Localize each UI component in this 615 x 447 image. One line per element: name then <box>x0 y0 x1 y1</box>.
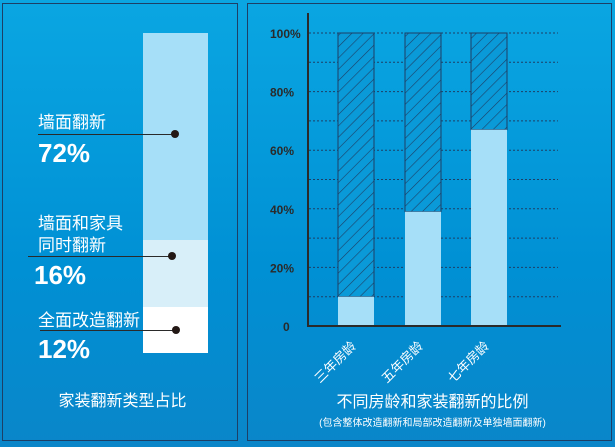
x-tick-label: 七年房龄 <box>445 338 492 385</box>
leader-line <box>28 256 172 257</box>
bar-solid-segment <box>471 129 507 326</box>
right-panel <box>247 3 612 441</box>
y-tick-label: 80% <box>270 86 294 100</box>
y-tick-label: 20% <box>270 261 294 275</box>
label-wall-furniture-1: 墙面和家具 <box>38 214 123 233</box>
label-wall-furniture-2: 同时翻新 <box>38 236 106 255</box>
marker-dot <box>171 130 179 138</box>
chart-title-right: 不同房龄和家装翻新的比例 <box>336 394 529 411</box>
bar-hatched-segment <box>404 32 442 213</box>
chart-title-left: 家装翻新类型占比 <box>58 393 187 410</box>
leader-line <box>38 134 175 135</box>
y-tick-label: 100% <box>270 27 301 41</box>
marker-dot <box>172 326 180 334</box>
x-tick-label: 三年房龄 <box>312 338 359 385</box>
label-wall: 墙面翻新 <box>38 113 106 132</box>
left-panel <box>2 3 238 441</box>
bar-solid-segment <box>338 296 374 326</box>
label-full: 全面改造翻新 <box>38 311 140 330</box>
bar-solid-segment <box>405 211 441 326</box>
marker-dot <box>168 252 176 260</box>
value-wall: 72% <box>38 138 91 168</box>
leader-line <box>40 330 176 331</box>
y-tick-label: 40% <box>270 203 294 217</box>
value-full: 12% <box>38 334 91 364</box>
bar-hatched-segment <box>470 32 508 131</box>
bar-hatched-segment <box>337 32 375 298</box>
x-tick-label: 五年房龄 <box>379 338 426 385</box>
segment-wall-furniture <box>143 240 208 307</box>
y-tick-label: 60% <box>270 144 294 158</box>
value-wall-furniture: 16% <box>34 260 87 290</box>
chart-subtitle-right: (包含整体改造翻新和局部改造翻新及单独墙面翻新) <box>319 418 546 429</box>
y-tick-label: 0 <box>283 320 290 334</box>
